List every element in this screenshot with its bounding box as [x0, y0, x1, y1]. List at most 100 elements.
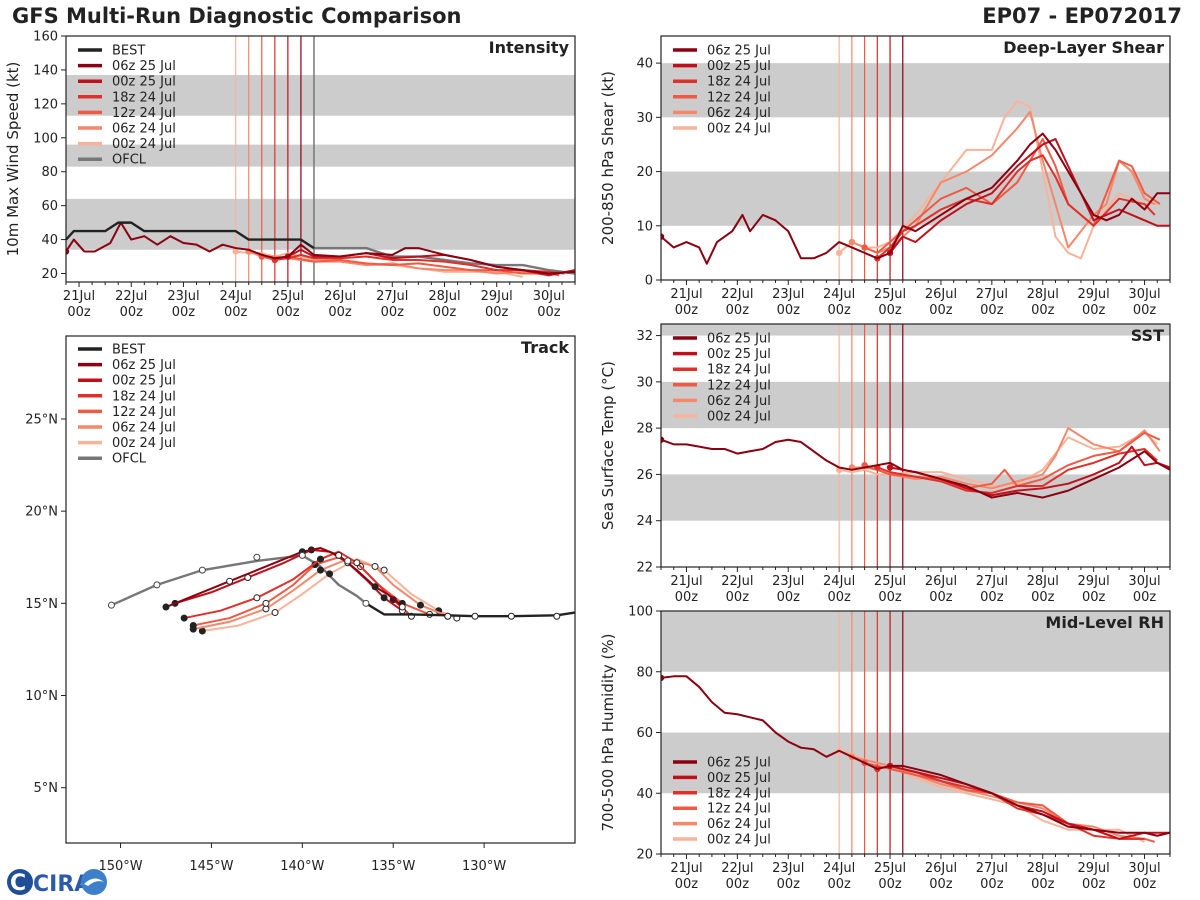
y-tick-label: 100 — [33, 131, 58, 146]
x-tick-date: 21Jul — [670, 287, 702, 302]
shaded-band — [66, 75, 575, 116]
panel-frame — [65, 35, 576, 283]
track-point — [416, 601, 424, 609]
x-tick-date: 26Jul — [324, 289, 356, 304]
x-tick-hour: 00z — [726, 877, 750, 892]
y-tick-label: 24 — [636, 514, 653, 529]
y-tick-label: 15°N — [25, 597, 58, 612]
x-tick-date: 26Jul — [925, 574, 957, 589]
x-tick-hour: 00z — [1082, 303, 1106, 318]
y-tick-label: 25°N — [25, 412, 58, 427]
y-tick-label: 40 — [41, 233, 58, 248]
series-line-18z-24-jul — [876, 447, 1158, 494]
series-line-06z-25-jul — [661, 675, 1170, 837]
init-point — [861, 244, 868, 251]
legend-label: 06z 24 Jul — [707, 394, 771, 409]
storm-id: EP07 - EP072017 — [982, 4, 1182, 28]
track-point — [162, 603, 170, 611]
legend-label: 12z 24 Jul — [707, 90, 771, 105]
x-tick-label: 150°W — [98, 859, 142, 874]
series-line-06z-24-jul — [193, 558, 449, 631]
x-tick-hour: 00z — [675, 590, 699, 605]
y-tick-label: 60 — [41, 199, 58, 214]
y-tick-label: 32 — [636, 329, 653, 344]
panel-title: SST — [1131, 326, 1164, 345]
track-point — [371, 562, 379, 570]
x-tick-label: 135°W — [371, 859, 415, 874]
track-point — [271, 609, 279, 617]
series-line-12z-24-jul — [864, 431, 1161, 490]
x-tick-hour: 00z — [929, 877, 953, 892]
y-tick-label: 20 — [41, 267, 58, 282]
legend-label: 06z 24 Jul — [707, 817, 771, 832]
plot-area-track — [107, 546, 575, 635]
x-tick-date: 28Jul — [428, 289, 460, 304]
series-line-06z-24-jul — [851, 755, 1145, 840]
best-track-point — [444, 612, 452, 620]
legend-label: 00z 25 Jul — [112, 374, 176, 389]
x-tick-hour: 00z — [1133, 877, 1157, 892]
logo-globe-left — [7, 869, 33, 895]
x-tick-date: 27Jul — [976, 574, 1008, 589]
x-tick-date: 22Jul — [721, 861, 753, 876]
x-tick-hour: 00z — [1031, 590, 1055, 605]
shaded-band — [661, 171, 1170, 226]
x-tick-date: 23Jul — [167, 289, 199, 304]
legend-label: BEST — [112, 343, 145, 358]
y-tick-label: 40 — [636, 787, 653, 802]
plot-area-rh — [661, 611, 1170, 854]
panel-frame — [65, 335, 576, 844]
shaded-band — [661, 611, 1170, 672]
legend-label: 06z 24 Jul — [112, 421, 176, 436]
legend-label: 06z 24 Jul — [707, 106, 771, 121]
init-point — [661, 674, 665, 682]
x-tick-hour: 00z — [777, 877, 801, 892]
x-tick-date: 29Jul — [1078, 574, 1110, 589]
ofcl-track-point — [153, 581, 161, 589]
series-line-12z-24-jul — [193, 556, 430, 627]
y-tick-label: 100 — [628, 605, 653, 620]
x-tick-hour: 00z — [675, 877, 699, 892]
ofcl-track-point — [298, 551, 306, 559]
track-point — [189, 621, 197, 629]
legend-label: 00z 25 Jul — [112, 75, 176, 90]
ofcl-track-point — [198, 566, 206, 574]
track-point — [371, 583, 379, 591]
x-tick-date: 28Jul — [1027, 861, 1059, 876]
init-point — [661, 436, 665, 443]
x-tick-hour: 00z — [328, 305, 352, 320]
legend-label: 18z 24 Jul — [112, 90, 176, 105]
legend-label: 00z 24 Jul — [707, 410, 771, 425]
x-tick-hour: 00z — [224, 305, 248, 320]
track-point — [262, 599, 270, 607]
shaded-band — [661, 474, 1170, 521]
track-point — [317, 555, 324, 563]
plot-area-sst — [661, 324, 1170, 567]
x-tick-hour: 00z — [1031, 303, 1055, 318]
x-tick-hour: 00z — [276, 305, 300, 320]
ofcl-track-point — [362, 599, 370, 607]
legend-label: 06z 25 Jul — [707, 756, 771, 771]
legend-label: 12z 24 Jul — [112, 106, 176, 121]
y-tick-label: 40 — [636, 57, 653, 72]
track-point — [317, 566, 324, 574]
y-tick-label: 30 — [636, 375, 653, 390]
shaded-band — [661, 63, 1170, 118]
x-tick-date: 25Jul — [874, 861, 906, 876]
track-point — [326, 570, 334, 578]
track-point — [335, 551, 343, 559]
legend-label: 12z 24 Jul — [707, 802, 771, 817]
track-point — [353, 559, 361, 567]
x-tick-date: 23Jul — [772, 574, 804, 589]
legend-label: 06z 25 Jul — [112, 59, 176, 74]
series-line-06z-25-jul — [661, 438, 1170, 499]
plot-area-intensity — [66, 36, 575, 282]
panel-title: Track — [521, 338, 569, 357]
legend-label: 00z 24 Jul — [707, 122, 771, 137]
x-tick-date: 29Jul — [1078, 861, 1110, 876]
panel-intensity: 2040608010012014016021Jul00z22Jul00z23Ju… — [4, 30, 576, 320]
series-line-06z-25-jul — [66, 221, 575, 275]
x-tick-hour: 00z — [172, 305, 196, 320]
cira-logo: C CIRA — [7, 869, 107, 897]
x-tick-hour: 00z — [878, 590, 902, 605]
